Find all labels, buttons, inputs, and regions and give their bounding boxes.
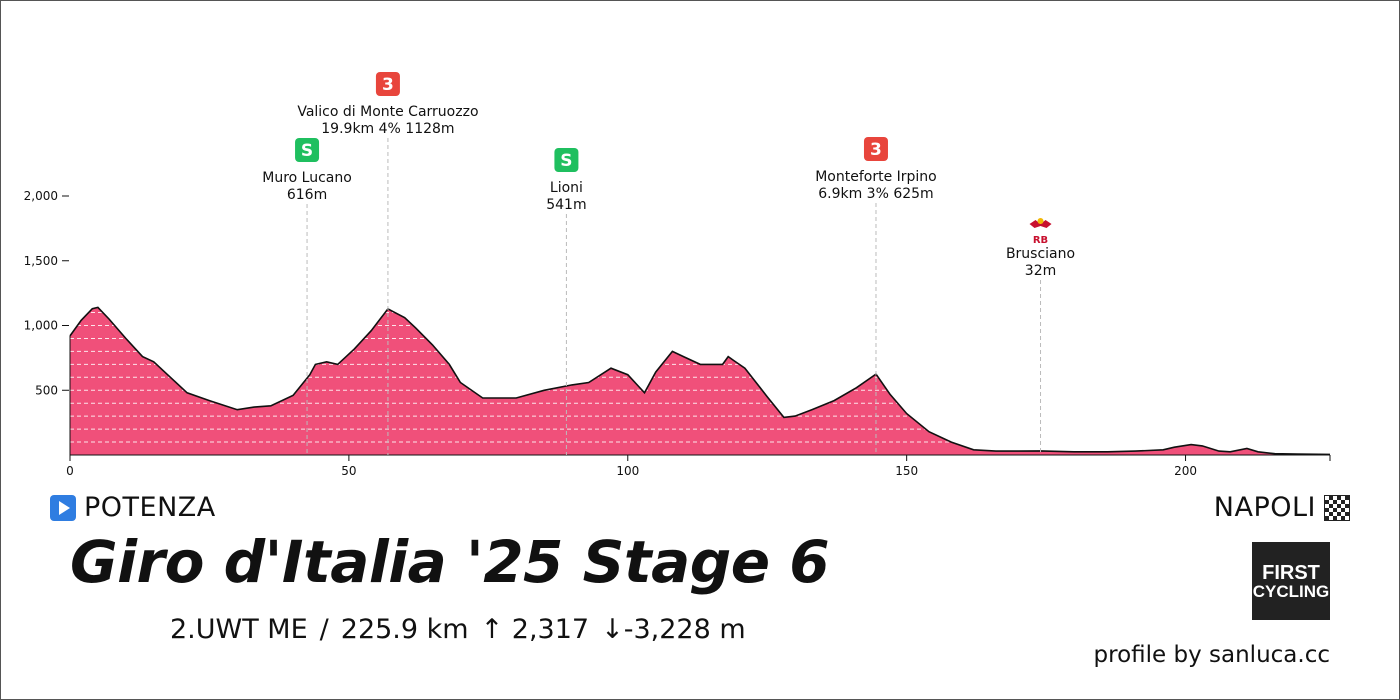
profile-area	[70, 307, 1330, 455]
stage-distance: 225.9 km	[340, 614, 469, 645]
annotation-detail: 541m	[546, 197, 586, 213]
y-tick-label: 1,000	[24, 319, 58, 333]
badge-label: S	[301, 141, 313, 161]
elevation-gain: ↑ 2,317	[480, 614, 590, 645]
annotation-name: Brusciano	[1006, 246, 1075, 262]
profile-credit: profile by sanluca.cc	[1093, 642, 1330, 668]
annotation-detail: 19.9km 4% 1128m	[321, 121, 454, 137]
x-tick-label: 200	[1174, 464, 1197, 478]
annotation-detail: 32m	[1025, 263, 1056, 279]
finish-city: NAPOLI	[1213, 492, 1316, 523]
start-city: POTENZA	[84, 492, 216, 523]
bonus-sun-icon	[1037, 218, 1044, 224]
kom-category-badge	[863, 137, 888, 161]
badge-label: S	[560, 151, 572, 171]
badge-label: 3	[870, 140, 882, 160]
y-tick-label: 500	[35, 383, 58, 397]
first-cycling-logo: FIRST CYCLING	[1252, 542, 1330, 620]
kom-category-badge	[375, 72, 400, 96]
annotation-detail: 616m	[287, 187, 327, 203]
annotation-name: Muro Lucano	[262, 170, 352, 186]
stats-separator: /	[319, 614, 329, 645]
elevation-loss: ↓-3,228 m	[601, 614, 746, 645]
stage-stats: 2.UWT ME / 225.9 km ↑ 2,317 ↓-3,228 m	[170, 614, 746, 645]
x-tick-label: 150	[895, 464, 918, 478]
x-tick-label: 100	[616, 464, 639, 478]
checkered-flag-icon	[1324, 494, 1350, 521]
y-tick-label: 1,500	[24, 254, 58, 268]
race-classification: 2.UWT ME	[170, 614, 308, 645]
annotation-name: Valico di Monte Carruozzo	[297, 104, 478, 120]
sprint-badge	[295, 138, 320, 162]
badge-label: 3	[382, 75, 394, 95]
finish-location: NAPOLI	[1214, 492, 1350, 523]
x-tick-label: 50	[341, 464, 356, 478]
stage-title: Giro d'Italia '25 Stage 6	[70, 528, 830, 596]
annotation-name: Lioni	[550, 180, 583, 196]
annotation-detail: 6.9km 3% 625m	[818, 186, 933, 202]
profile-outline	[69, 306, 1331, 456]
bonus-badge-label: RB	[1033, 235, 1048, 246]
sprint-badge	[554, 148, 579, 172]
y-tick-label: 2,000	[24, 189, 58, 203]
x-tick-label: 0	[66, 464, 74, 478]
start-play-icon	[50, 494, 76, 521]
annotation-name: Monteforte Irpino	[815, 169, 937, 185]
start-location: POTENZA	[50, 492, 216, 523]
